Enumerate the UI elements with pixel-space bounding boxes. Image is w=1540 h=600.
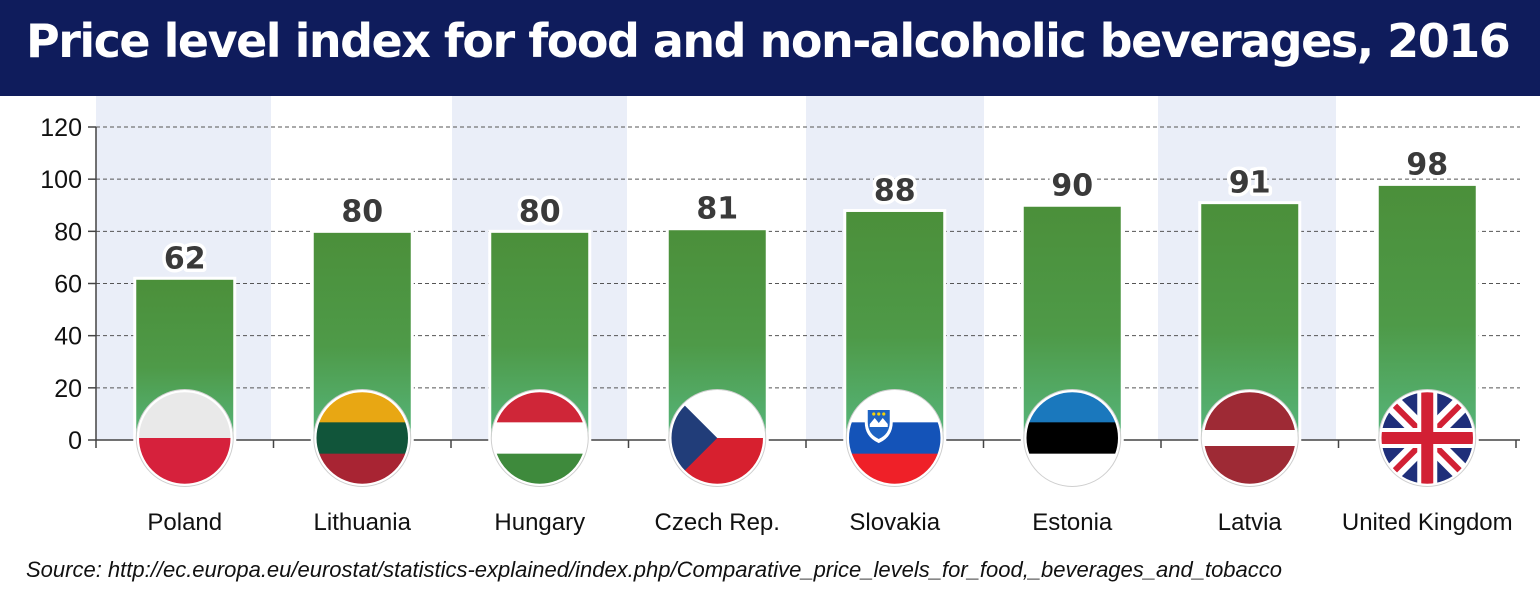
chart-title: Price level index for food and non-alcoh… — [26, 14, 1511, 68]
flag-border — [314, 389, 411, 487]
title-bar: Price level index for food and non-alcoh… — [0, 0, 1540, 96]
x-category-label: Estonia — [1032, 509, 1113, 536]
x-category-label: Hungary — [494, 509, 585, 536]
y-tick-label: 20 — [54, 375, 82, 403]
flag-border — [491, 389, 588, 487]
data-label: 81 — [696, 192, 738, 227]
flag-border — [1024, 389, 1121, 487]
flag-outline — [1378, 389, 1477, 487]
x-category-label: Lithuania — [314, 509, 412, 536]
y-tick-label: 80 — [54, 218, 82, 246]
x-category-label: United Kingdom — [1342, 509, 1513, 536]
y-tick-label: 60 — [54, 271, 82, 299]
labels: 62 Poland 80 Lithuania 80 Hungary 81 Czech Rep.… — [147, 144, 1513, 536]
data-label: 62 — [164, 241, 206, 276]
uk-flag-icon — [1380, 391, 1475, 485]
flag-outline — [668, 389, 767, 487]
y-tick-label: 120 — [40, 114, 82, 142]
axes: 0 20 40 60 80 100 120 — [40, 114, 1520, 455]
flag-border — [1201, 389, 1298, 487]
flag-border — [669, 389, 766, 487]
data-label: 90 — [1051, 168, 1093, 203]
flag-outline — [313, 389, 412, 487]
latvia-flag-icon — [1202, 391, 1297, 485]
flag-border — [1379, 389, 1476, 487]
x-category-label: Latvia — [1218, 509, 1283, 536]
data-label: 88 — [874, 173, 916, 208]
flag-border — [846, 389, 943, 487]
bar-chart: 0 20 40 60 80 100 120 62 Poland 80 Lithuania 80 Hun… — [40, 96, 1520, 536]
flag-outline — [135, 389, 234, 487]
data-label: 91 — [1229, 166, 1271, 201]
slovakia-flag-icon — [847, 391, 942, 485]
flags — [135, 389, 1477, 487]
data-label: 98 — [1406, 147, 1448, 182]
flag-outline — [1023, 389, 1122, 487]
y-tick-label: 0 — [68, 427, 82, 455]
data-label: 80 — [341, 194, 383, 229]
x-category-label: Slovakia — [849, 509, 940, 536]
y-tick-label: 100 — [40, 166, 82, 194]
flag-outline — [1200, 389, 1299, 487]
flag-outline — [845, 389, 944, 487]
x-category-label: Czech Rep. — [655, 509, 780, 536]
y-tick-label: 40 — [54, 323, 82, 351]
flag-outline — [490, 389, 589, 487]
x-category-label: Poland — [147, 509, 222, 536]
data-label: 80 — [519, 194, 561, 229]
flag-border — [136, 389, 233, 487]
lithuania-flag-icon — [315, 391, 410, 485]
source-note: Source: http://ec.europa.eu/eurostat/sta… — [26, 557, 1283, 582]
